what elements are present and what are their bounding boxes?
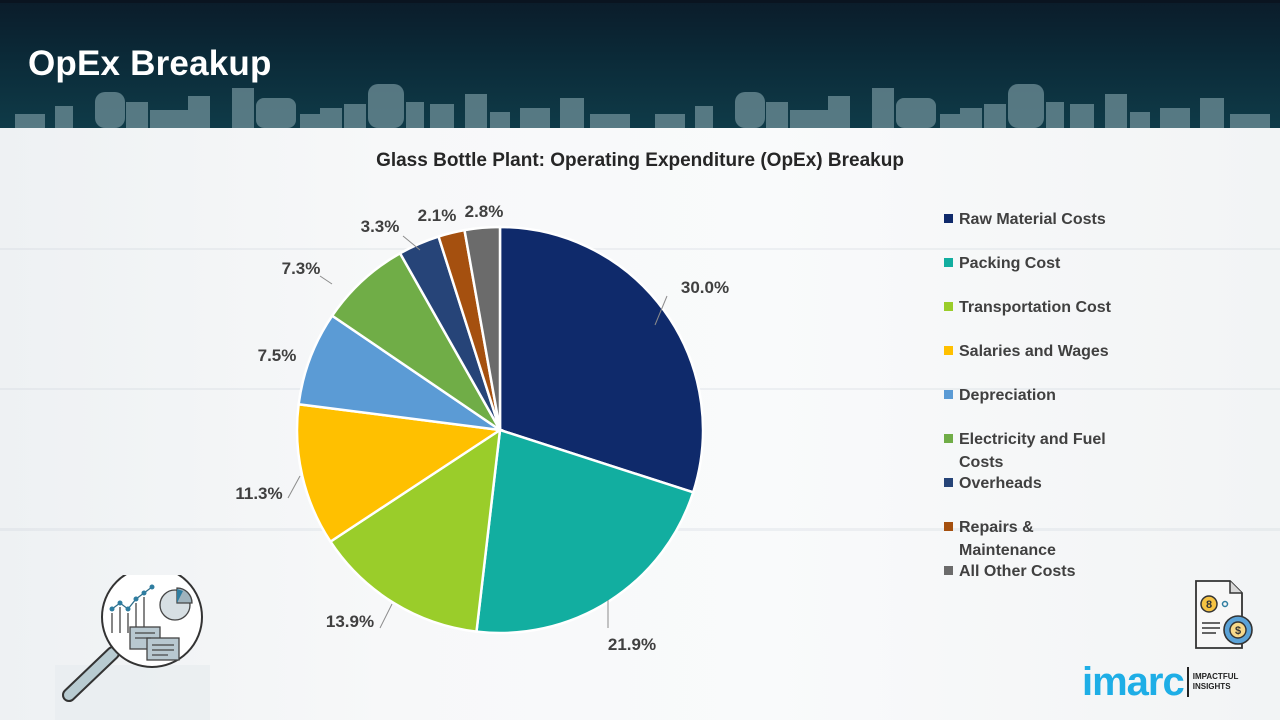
legend-swatch xyxy=(944,214,953,223)
background-texture-line xyxy=(0,248,1280,250)
svg-text:$: $ xyxy=(1235,625,1241,637)
data-label-leader-line xyxy=(654,295,668,326)
legend-label: Transportation Cost xyxy=(959,299,1112,316)
data-label: 3.3% xyxy=(361,217,400,236)
city-skyline-decoration xyxy=(15,84,1270,128)
logo-separator xyxy=(1186,667,1189,697)
data-label: 30.0% xyxy=(681,278,729,297)
legend-label: Repairs & Maintenance xyxy=(959,519,1056,559)
legend-item: Transportation Cost xyxy=(944,296,1144,319)
legend-swatch xyxy=(944,478,953,487)
data-label-leader-line xyxy=(287,475,301,499)
legend-swatch xyxy=(944,522,953,531)
legend-item: Repairs & Maintenance xyxy=(944,516,1144,562)
legend-swatch xyxy=(944,390,953,399)
imarc-logo: imarc IMPACTFUL INSIGHTS xyxy=(1082,662,1238,702)
legend-item: Depreciation xyxy=(944,384,1144,407)
data-label: 11.3% xyxy=(235,484,282,503)
data-label: 21.9% xyxy=(608,635,656,654)
cost-document-gear-icon: 8 $ xyxy=(1195,580,1253,649)
legend-item: Electricity and Fuel Costs xyxy=(944,428,1144,474)
data-label: 2.8% xyxy=(465,202,504,221)
legend-label: All Other Costs xyxy=(959,563,1076,580)
legend-item: All Other Costs xyxy=(944,560,1144,583)
pie-slice-all-other-costs xyxy=(463,225,502,431)
data-label: 13.9% xyxy=(326,612,374,631)
pie-slice-packing-cost xyxy=(475,428,695,635)
data-label: 2.1% xyxy=(418,206,457,225)
magnifier-analytics-icon xyxy=(55,575,210,720)
legend-swatch xyxy=(944,434,953,443)
legend-swatch xyxy=(944,346,953,355)
legend-item: Packing Cost xyxy=(944,252,1144,275)
brand-tagline-line-2: INSIGHTS xyxy=(1192,682,1231,691)
legend-swatch xyxy=(944,566,953,575)
legend-item: Salaries and Wages xyxy=(944,340,1144,363)
legend-swatch xyxy=(944,302,953,311)
chart-title: Glass Bottle Plant: Operating Expenditur… xyxy=(0,150,1280,172)
data-label-leader-line xyxy=(379,603,393,629)
pie-slice-raw-material-costs xyxy=(498,225,705,494)
legend-item: Raw Material Costs xyxy=(944,208,1144,231)
legend-label: Depreciation xyxy=(959,387,1056,404)
pie-slice-salaries-and-wages xyxy=(295,402,504,544)
data-label: 7.3% xyxy=(282,259,321,278)
legend-label: Overheads xyxy=(959,475,1042,492)
chart-title-text: Glass Bottle Plant: Operating Expenditur… xyxy=(376,150,904,171)
legend-label: Salaries and Wages xyxy=(959,343,1109,360)
legend-item: Overheads xyxy=(944,472,1144,495)
legend-label: Raw Material Costs xyxy=(959,211,1106,228)
header-top-line xyxy=(0,0,1280,3)
page-title: OpEx Breakup xyxy=(28,44,272,83)
header-banner: OpEx Breakup xyxy=(0,0,1280,128)
pie-slice-depreciation xyxy=(297,313,501,432)
legend-label: Electricity and Fuel Costs xyxy=(959,431,1106,471)
legend-label: Packing Cost xyxy=(959,255,1061,272)
brand-name: imarc xyxy=(1082,660,1185,704)
legend-swatch xyxy=(944,258,953,267)
data-label-leader-line xyxy=(319,275,333,285)
data-label: 7.5% xyxy=(258,346,297,365)
pie-slice-transportation-cost xyxy=(328,427,502,634)
brand-tagline: IMPACTFUL INSIGHTS xyxy=(1193,672,1239,692)
svg-text:8: 8 xyxy=(1206,599,1212,611)
brand-tagline-line-1: IMPACTFUL xyxy=(1192,672,1239,681)
data-label-leader-line xyxy=(402,235,421,251)
